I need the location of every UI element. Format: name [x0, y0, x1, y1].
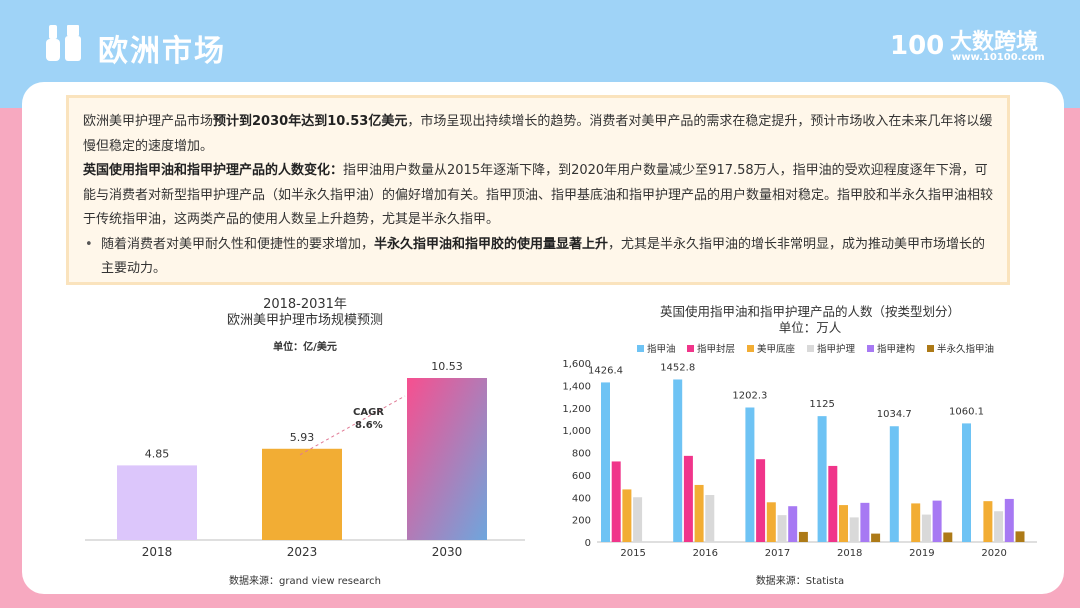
bar-2018-4 [860, 502, 870, 542]
bar-2020-3 [994, 511, 1004, 542]
legend-swatch-3 [807, 345, 814, 352]
legend-label-5: 半永久指甲油 [937, 343, 994, 355]
value-label-2015: 1426.4 [588, 365, 623, 376]
chart1-title: 2018-2031年 欧洲美甲护理市场规模预测 [226, 297, 383, 328]
bar-2020-4 [1004, 498, 1014, 542]
chart2-title: 英国使用指甲油和指甲护理产品的人数（按类型划分） 单位：万人 [659, 304, 960, 335]
value-label-2030: 10.53 [431, 360, 463, 373]
legend-swatch-2 [747, 345, 754, 352]
x-tick-2019: 2019 [909, 548, 934, 559]
bar-2017-5 [798, 531, 808, 542]
value-label-2023: 5.93 [290, 431, 315, 444]
value-label-2018: 1125 [809, 399, 834, 410]
bar-2016-1 [683, 455, 693, 542]
chart1-unit: 单位：亿/美元 [273, 342, 337, 353]
bar-2015-3 [633, 497, 643, 542]
market-size-chart: 4.85 2018 5.93 2023 10.53 2030 CAGR 8.6% [85, 360, 525, 559]
y-tick-8: 1,600 [562, 359, 591, 370]
bar-2017-1 [756, 459, 766, 542]
y-tick-1: 200 [572, 516, 591, 527]
chart1-source: 数据来源：grand view research [229, 576, 381, 587]
legend-swatch-5 [927, 345, 934, 352]
brand-logo-icon: 100 [890, 31, 944, 61]
bar-2017-0 [745, 407, 755, 542]
x-tick-2030: 2030 [432, 545, 463, 559]
bar-2015-1 [611, 461, 621, 542]
brand-name: 大数跨境 [950, 30, 1039, 55]
bar-2018-3 [849, 517, 859, 542]
x-tick-2015: 2015 [620, 548, 645, 559]
bar-2016-0 [673, 379, 683, 542]
brand-mark: 100 [890, 31, 944, 61]
legend-label-0: 指甲油 [647, 343, 676, 355]
y-tick-3: 600 [572, 471, 591, 482]
legend-label-1: 指甲封层 [697, 343, 735, 355]
bar-2017-4 [788, 506, 798, 542]
bar-2016-2 [694, 484, 704, 542]
legend-swatch-0 [637, 345, 644, 352]
bar-2015-2 [622, 489, 632, 542]
x-tick-2016: 2016 [693, 548, 718, 559]
value-label-2016: 1452.8 [660, 362, 695, 373]
bar-2019-2 [911, 503, 921, 542]
bar-2018 [117, 465, 197, 540]
bar-2017-2 [766, 502, 776, 542]
bar-2020-0 [962, 423, 971, 542]
legend-label-4: 指甲建构 [877, 343, 915, 355]
bar-2017-3 [777, 515, 787, 542]
bar-2020-5 [1015, 531, 1025, 542]
value-label-2018: 4.85 [145, 447, 170, 460]
legend-label-2: 美甲底座 [757, 343, 796, 355]
bar-2019-4 [932, 500, 942, 542]
bar-2018-2 [839, 505, 848, 542]
y-tick-5: 1,000 [562, 426, 591, 437]
x-tick-2018: 2018 [837, 548, 862, 559]
uk-users-chart: 指甲油 指甲封层 美甲底座 指甲护理 指甲建构 半永久指甲油 0 200 400 600 800 1,… [562, 343, 1037, 559]
nail-polish-icon [46, 25, 81, 61]
cagr-label: CAGR [353, 407, 384, 418]
y-tick-4: 800 [572, 449, 591, 460]
bar-2019-0 [889, 426, 899, 542]
y-tick-0: 0 [585, 538, 591, 549]
chart2-source: 数据来源：Statista [755, 576, 845, 587]
cagr-value: 8.6% [355, 420, 383, 431]
cagr-line [299, 395, 406, 456]
brand-url: www.10100.com [952, 52, 1045, 63]
summary-paragraph-1: 欧洲美甲护理产品市场预计到2030年达到10.53亿美元，市场呈现出持续增长的趋… [83, 114, 993, 154]
x-tick-2023: 2023 [287, 545, 318, 559]
x-tick-2018: 2018 [142, 545, 173, 559]
legend-swatch-4 [867, 345, 874, 352]
bar-2015-0 [601, 382, 610, 542]
legend-label-3: 指甲护理 [817, 343, 856, 355]
bar-2018-5 [871, 533, 881, 542]
page-title: 欧洲市场 [98, 34, 226, 69]
y-tick-6: 1,200 [562, 404, 591, 415]
bar-2019-3 [921, 514, 931, 542]
bar-2023 [262, 448, 342, 540]
value-label-2019: 1034.7 [877, 409, 912, 420]
y-tick-2: 400 [572, 493, 591, 504]
value-label-2017: 1202.3 [732, 390, 767, 401]
summary-bullet: 随着消费者对美甲耐久性和便捷性的要求增加，半永久指甲油和指甲胶的使用量显著上升，… [83, 233, 993, 282]
y-tick-7: 1,400 [562, 381, 591, 392]
bar-2018-1 [828, 465, 838, 542]
bar-2016-3 [705, 495, 715, 542]
bar-2018-0 [817, 416, 827, 542]
bar-2030 [407, 378, 487, 540]
x-tick-2020: 2020 [981, 548, 1006, 559]
legend-swatch-1 [687, 345, 694, 352]
x-tick-2017: 2017 [765, 548, 790, 559]
summary-paragraph-2: 英国使用指甲油和指甲护理产品的人数变化：指甲油用户数量从2015年逐渐下降，到2… [83, 163, 994, 227]
bar-2020-2 [983, 501, 993, 542]
bar-2019-5 [943, 532, 953, 542]
value-label-2020: 1060.1 [949, 406, 984, 417]
summary-box: 欧洲美甲护理产品市场预计到2030年达到10.53亿美元，市场呈现出持续增长的趋… [66, 95, 1010, 285]
